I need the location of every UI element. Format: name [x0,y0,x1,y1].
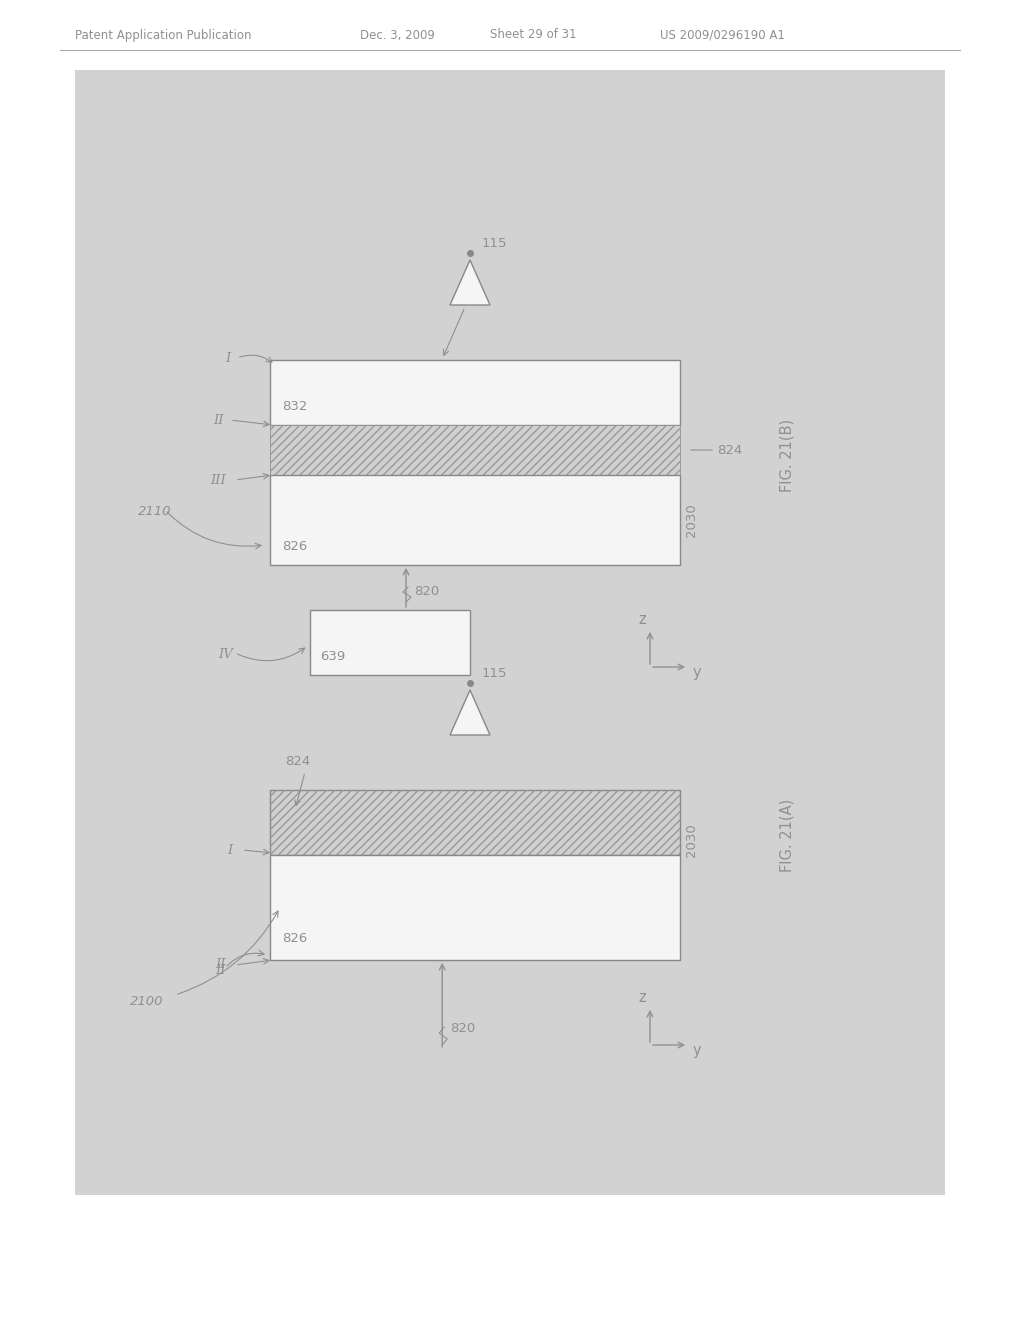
Text: 826: 826 [282,932,307,945]
Text: Dec. 3, 2009: Dec. 3, 2009 [360,29,435,41]
Bar [270,789,680,855]
Text: z: z [638,990,645,1005]
Text: 820: 820 [451,1022,475,1035]
Text: US 2009/0296190 A1: US 2009/0296190 A1 [660,29,784,41]
Text: 820: 820 [414,585,439,598]
Text: I: I [227,843,232,857]
Bar [270,360,680,425]
Text: y: y [693,1043,701,1059]
Text: 832: 832 [282,400,307,413]
Text: 824: 824 [717,444,742,457]
Text: 824: 824 [285,755,310,768]
Bar [310,610,470,675]
Polygon shape [450,260,490,305]
Polygon shape [450,690,490,735]
Text: 115: 115 [482,238,508,249]
Text: Sheet 29 of 31: Sheet 29 of 31 [490,29,577,41]
Text: 115: 115 [482,667,508,680]
Text: II: II [215,958,225,972]
Text: 2030: 2030 [685,503,698,537]
Text: 639: 639 [319,649,345,663]
Text: 826: 826 [282,540,307,553]
Text: FIG. 21(B): FIG. 21(B) [780,418,795,491]
Bar [270,789,680,855]
Bar [270,855,680,960]
Text: 2110: 2110 [138,506,171,517]
Bar [270,425,680,475]
Text: FIG. 21(A): FIG. 21(A) [780,799,795,871]
Text: II: II [213,413,223,426]
Text: y: y [693,665,701,680]
Text: Patent Application Publication: Patent Application Publication [75,29,252,41]
Text: 2100: 2100 [130,995,164,1008]
Bar [75,70,945,1195]
Text: 2030: 2030 [685,824,698,857]
Text: III: III [210,474,226,487]
Bar [270,425,680,475]
Text: I: I [225,351,230,364]
Text: IV: IV [218,648,232,661]
Text: z: z [638,612,645,627]
Bar [270,475,680,565]
Text: II: II [215,964,225,977]
